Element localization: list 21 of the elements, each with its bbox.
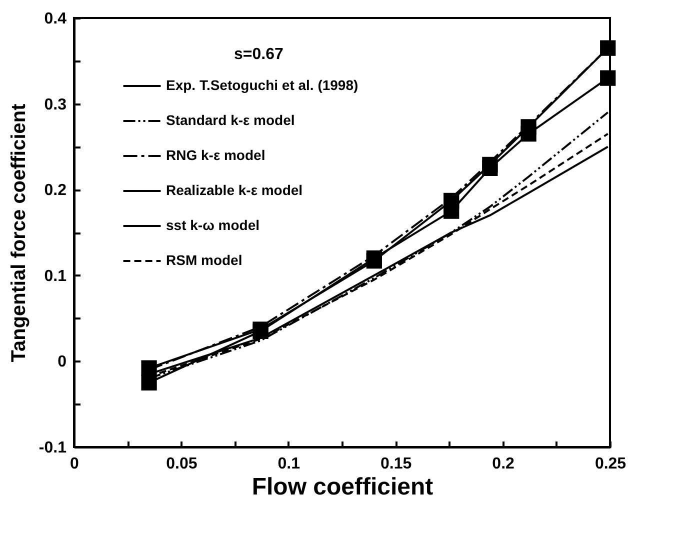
legend-label: Realizable k-ε model bbox=[166, 182, 303, 198]
legend-label: RNG k-ε model bbox=[166, 147, 266, 163]
x-tick-label: 0.15 bbox=[380, 456, 412, 472]
legend-label: Exp. T.Setoguchi et al. (1998) bbox=[166, 77, 358, 93]
y-tick-label: -0.1 bbox=[38, 440, 67, 456]
x-tick-label: 0.2 bbox=[492, 456, 515, 472]
x-tick-label: 0.1 bbox=[278, 456, 300, 472]
y-tick-label: 0.4 bbox=[44, 10, 67, 28]
y-axis-title: Tangential force coefficient bbox=[8, 103, 30, 362]
annotation: s=0.67 bbox=[234, 46, 284, 63]
legend-label: sst k-ω model bbox=[166, 217, 260, 233]
legend-label: RSM model bbox=[166, 252, 242, 268]
x-axis-title: Flow coefficient bbox=[252, 474, 434, 500]
x-tick-label: 0.05 bbox=[166, 456, 198, 472]
y-tick-label: 0.1 bbox=[44, 268, 67, 285]
y-tick-label: 0.2 bbox=[44, 182, 67, 200]
y-tick-label: 0.3 bbox=[44, 96, 67, 114]
y-tick-label: 0 bbox=[58, 354, 67, 371]
x-tick-label: 0 bbox=[70, 456, 80, 472]
legend-label: Standard k-ε model bbox=[166, 112, 295, 128]
x-tick-label: 0.25 bbox=[594, 456, 626, 472]
